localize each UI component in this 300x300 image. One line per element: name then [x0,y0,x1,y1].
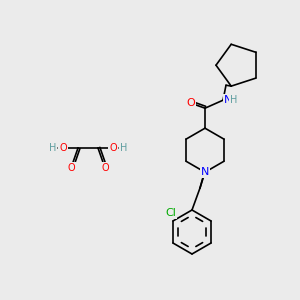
Text: O: O [187,98,195,108]
Text: O: O [59,143,67,153]
Text: O: O [110,143,117,153]
Text: O: O [101,163,109,173]
Text: N: N [201,167,209,177]
Text: H: H [120,143,127,153]
Text: H: H [230,95,237,105]
Text: O: O [67,163,75,173]
Text: N: N [224,95,232,105]
Text: H: H [49,143,56,153]
Text: Cl: Cl [166,208,176,218]
